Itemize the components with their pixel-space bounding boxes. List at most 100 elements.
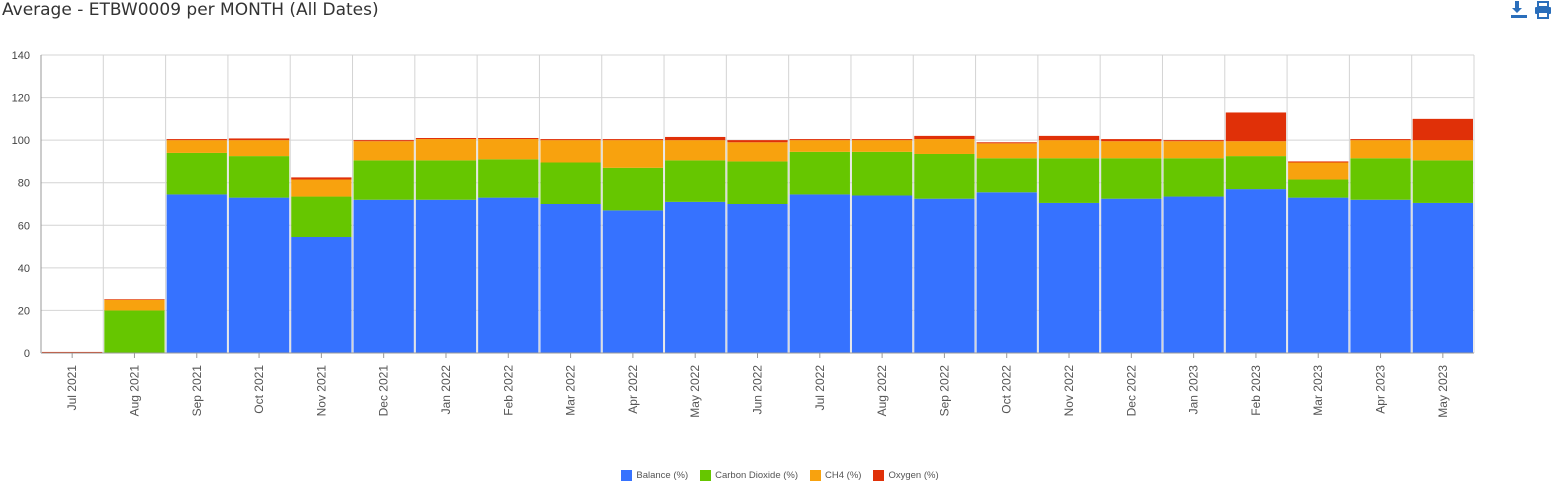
x-tick-label: May 2023 — [1436, 365, 1450, 418]
bar-segment[interactable] — [602, 139, 664, 141]
bar-segment[interactable] — [415, 160, 477, 200]
bar-segment[interactable] — [665, 140, 726, 161]
download-icon[interactable] — [1510, 0, 1528, 20]
bar-segment[interactable] — [665, 136, 726, 141]
bar-segment[interactable] — [415, 138, 477, 140]
bar-segment[interactable] — [789, 194, 850, 353]
bar-segment[interactable] — [1225, 141, 1287, 157]
bar-segment[interactable] — [602, 210, 664, 353]
bar-segment[interactable] — [166, 194, 227, 353]
bar-segment[interactable] — [478, 139, 539, 160]
bar-segment[interactable] — [540, 204, 601, 353]
bar-segment[interactable] — [228, 156, 290, 198]
bar-segment[interactable] — [166, 152, 227, 195]
bar-segment[interactable] — [291, 179, 352, 197]
bar-segment[interactable] — [1038, 140, 1100, 159]
bar-segment[interactable] — [976, 143, 1037, 159]
bar-segment[interactable] — [1163, 196, 1224, 353]
bar-segment[interactable] — [478, 138, 539, 140]
bar-segment[interactable] — [228, 138, 290, 141]
x-tick-label: Aug 2021 — [127, 365, 141, 417]
bar-segment[interactable] — [1038, 158, 1100, 203]
bar-segment[interactable] — [1163, 141, 1224, 159]
bar-segment[interactable] — [1163, 158, 1224, 197]
bar-segment[interactable] — [1101, 141, 1162, 159]
bar-segment[interactable] — [1412, 160, 1473, 203]
bar-segment[interactable] — [1225, 112, 1287, 142]
bar-segment[interactable] — [914, 139, 975, 154]
bar-segment[interactable] — [1225, 189, 1287, 353]
bar-segment[interactable] — [851, 151, 913, 196]
bar-segment[interactable] — [228, 197, 290, 353]
bar-segment[interactable] — [976, 158, 1037, 193]
bar-segment[interactable] — [727, 161, 788, 204]
bar-segment[interactable] — [851, 195, 913, 353]
bar-segment[interactable] — [1350, 199, 1411, 353]
bar-segment[interactable] — [1350, 158, 1411, 200]
legend-item[interactable]: Oxygen (%) — [873, 470, 939, 481]
bar-segment[interactable] — [353, 199, 414, 353]
bar-segment[interactable] — [851, 140, 913, 152]
bar-segment[interactable] — [1225, 156, 1287, 190]
bar-segment[interactable] — [602, 140, 664, 168]
bar-segment[interactable] — [727, 204, 788, 353]
legend-item[interactable]: Balance (%) — [621, 470, 688, 481]
bar-segment[interactable] — [1038, 202, 1100, 353]
bar-segment[interactable] — [914, 153, 975, 199]
bar-segment[interactable] — [1412, 118, 1473, 141]
bar-segment[interactable] — [976, 192, 1037, 353]
bar-segment[interactable] — [1350, 140, 1411, 159]
legend-item[interactable]: Carbon Dioxide (%) — [700, 470, 798, 481]
bar-segment[interactable] — [42, 351, 103, 353]
bar-segment[interactable] — [1288, 197, 1349, 353]
bar-segment[interactable] — [665, 201, 726, 353]
bar-segment[interactable] — [665, 160, 726, 202]
bar-segment[interactable] — [353, 141, 414, 161]
bar-segment[interactable] — [851, 139, 913, 141]
bar-segment[interactable] — [914, 135, 975, 140]
bar-segment[interactable] — [727, 140, 788, 143]
bar-segment[interactable] — [415, 139, 477, 161]
bar-segment[interactable] — [789, 151, 850, 195]
bar-segment[interactable] — [1101, 198, 1162, 353]
bar-segment[interactable] — [540, 139, 601, 141]
bar-segment[interactable] — [1288, 179, 1349, 198]
bar-segment[interactable] — [1038, 135, 1100, 141]
bar-segment[interactable] — [228, 140, 290, 157]
bar-segment[interactable] — [727, 142, 788, 162]
bar-segment[interactable] — [1288, 162, 1349, 180]
bar-segment[interactable] — [166, 140, 227, 153]
bar-segment[interactable] — [789, 140, 850, 152]
x-tick-label: Jan 2023 — [1187, 365, 1201, 415]
y-tick-label: 40 — [18, 263, 30, 275]
bar-segment[interactable] — [415, 199, 477, 353]
bar-segment[interactable] — [478, 197, 539, 353]
bar-segment[interactable] — [1101, 139, 1162, 142]
legend-item[interactable]: CH4 (%) — [810, 470, 861, 481]
bar-segment[interactable] — [353, 160, 414, 200]
bar-segment[interactable] — [789, 139, 850, 141]
bar-segment[interactable] — [602, 167, 664, 211]
bar-segment[interactable] — [291, 177, 352, 180]
bar-segment[interactable] — [104, 310, 165, 353]
bar-segment[interactable] — [914, 198, 975, 353]
bar-segment[interactable] — [478, 159, 539, 198]
bar-segment[interactable] — [291, 196, 352, 237]
legend-label: CH4 (%) — [825, 470, 862, 481]
bar-segment[interactable] — [1101, 158, 1162, 199]
bar-segment[interactable] — [104, 299, 165, 300]
bar-segment[interactable] — [540, 162, 601, 204]
bar-segment[interactable] — [291, 236, 352, 353]
bar-segment[interactable] — [1288, 161, 1349, 163]
bar-segment[interactable] — [976, 142, 1037, 144]
bar-segment[interactable] — [353, 140, 414, 142]
bar-segment[interactable] — [1350, 139, 1411, 141]
print-icon[interactable] — [1534, 0, 1552, 20]
bar-segment[interactable] — [104, 299, 165, 311]
x-axis-labels: Jul 2021 Aug 2021 Sep 2021 Oct 2021 Nov 2021… — [65, 365, 1450, 418]
bar-segment[interactable] — [1412, 202, 1473, 353]
bar-segment[interactable] — [166, 139, 227, 141]
bar-segment[interactable] — [1412, 140, 1473, 161]
bar-segment[interactable] — [540, 140, 601, 163]
bar-segment[interactable] — [1163, 140, 1224, 142]
